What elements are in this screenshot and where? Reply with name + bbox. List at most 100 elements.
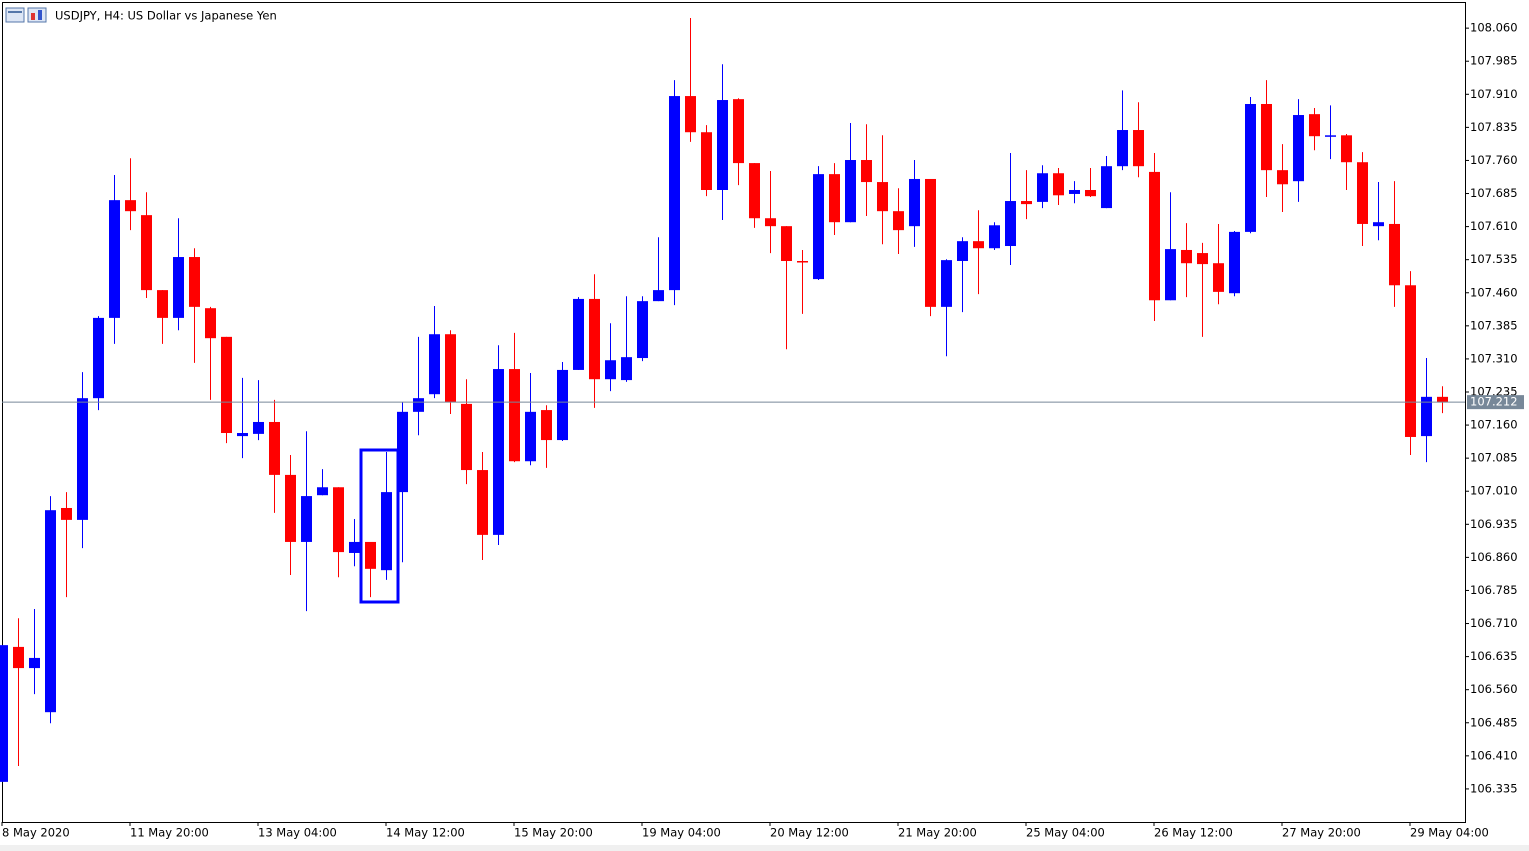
candle-body [829, 174, 840, 223]
title-icons [5, 7, 47, 23]
y-tick-label: 107.685 [1470, 186, 1518, 200]
candle-body [93, 317, 104, 399]
y-tick-label: 106.335 [1470, 781, 1518, 795]
candle-body [541, 410, 552, 441]
y-tick-label: 107.760 [1470, 153, 1518, 167]
y-tick-label: 107.835 [1470, 120, 1518, 134]
candle-body [13, 646, 24, 669]
candle-body [253, 421, 264, 434]
candle-body [461, 403, 472, 471]
candle-body [557, 369, 568, 441]
candle-body [733, 99, 744, 164]
x-tick-label: 13 May 04:00 [258, 826, 337, 840]
candle-body [77, 398, 88, 520]
y-tick-label: 107.910 [1470, 87, 1518, 101]
last-price-label: 107.212 [1470, 395, 1518, 409]
candle-body [157, 290, 168, 318]
candle-body [1309, 114, 1320, 137]
y-tick-label: 107.610 [1470, 219, 1518, 233]
candle-body [589, 298, 600, 380]
candle-body [1341, 135, 1352, 163]
candle-body [749, 163, 760, 219]
candle-body [525, 411, 536, 462]
last-price-box [1467, 395, 1524, 410]
candle-body [1357, 162, 1368, 224]
candle-body [701, 132, 712, 190]
candle-body [349, 541, 360, 553]
x-tick-label: 15 May 20:00 [514, 826, 593, 840]
candle-body [397, 411, 408, 493]
y-tick-label: 106.410 [1470, 748, 1518, 762]
candle-body [413, 398, 424, 412]
plot-frame [2, 2, 1466, 823]
candle-body [1245, 103, 1256, 232]
candle-body [1293, 115, 1304, 182]
y-tick-label: 107.235 [1470, 384, 1518, 398]
y-tick-label: 107.460 [1470, 285, 1518, 299]
candle-body [0, 645, 8, 782]
candle-body [301, 496, 312, 542]
candle-body [429, 334, 440, 395]
candle-body [893, 211, 904, 231]
candle-body [365, 541, 376, 569]
candle-body [221, 336, 232, 434]
candle-body [125, 200, 136, 212]
candle-body [797, 261, 808, 263]
icon [8, 11, 22, 13]
candle-body [1005, 201, 1016, 247]
candle-body [1325, 135, 1336, 137]
candle-body [653, 290, 664, 302]
y-tick-label: 106.485 [1470, 715, 1518, 729]
candle-body [1165, 249, 1176, 301]
y-tick-label: 106.710 [1470, 616, 1518, 630]
y-tick-label: 107.085 [1470, 451, 1518, 465]
x-tick-label: 27 May 20:00 [1282, 826, 1361, 840]
y-tick-label: 107.160 [1470, 418, 1518, 432]
bottom-strip [0, 845, 1529, 851]
candle-body [941, 260, 952, 307]
x-tick-label: 29 May 04:00 [1410, 826, 1489, 840]
y-tick-label: 108.060 [1470, 21, 1518, 35]
candle-body [1021, 201, 1032, 205]
y-tick-label: 106.860 [1470, 550, 1518, 564]
candle-body [1389, 223, 1400, 286]
y-tick-label: 107.310 [1470, 351, 1518, 365]
icon [38, 10, 42, 20]
chart-title: USDJPY, H4: US Dollar vs Japanese Yen [55, 9, 277, 23]
candle-body [445, 334, 456, 403]
candle-body [205, 308, 216, 339]
candle-body [685, 96, 696, 133]
candle-body [1085, 189, 1096, 197]
candle-body [189, 257, 200, 307]
candle-body [237, 433, 248, 437]
candle-body [29, 657, 40, 669]
candle-body [1101, 166, 1112, 209]
candle-body [781, 226, 792, 262]
candle-body [605, 360, 616, 380]
candle-body [877, 182, 888, 212]
candle-body [1197, 253, 1208, 265]
candle-body [61, 507, 72, 520]
y-tick-label: 106.785 [1470, 583, 1518, 597]
candle-body [477, 470, 488, 535]
candle-body [381, 492, 392, 571]
candle-body [957, 241, 968, 262]
x-tick-label: 21 May 20:00 [898, 826, 977, 840]
candle-body [861, 160, 872, 183]
x-tick-label: 26 May 12:00 [1154, 826, 1233, 840]
candle-body [285, 474, 296, 542]
candle-body [1405, 285, 1416, 437]
candle-body [1133, 130, 1144, 167]
y-tick-label: 106.560 [1470, 682, 1518, 696]
candle-body [1037, 173, 1048, 202]
candle-body [509, 369, 520, 462]
candle-body [973, 241, 984, 249]
y-tick-label: 107.385 [1470, 318, 1518, 332]
candle-body [45, 510, 56, 713]
icon [27, 7, 47, 23]
candle-body [1261, 103, 1272, 171]
candle-body [269, 421, 280, 475]
candle-body [1373, 222, 1384, 227]
icon [5, 7, 25, 23]
